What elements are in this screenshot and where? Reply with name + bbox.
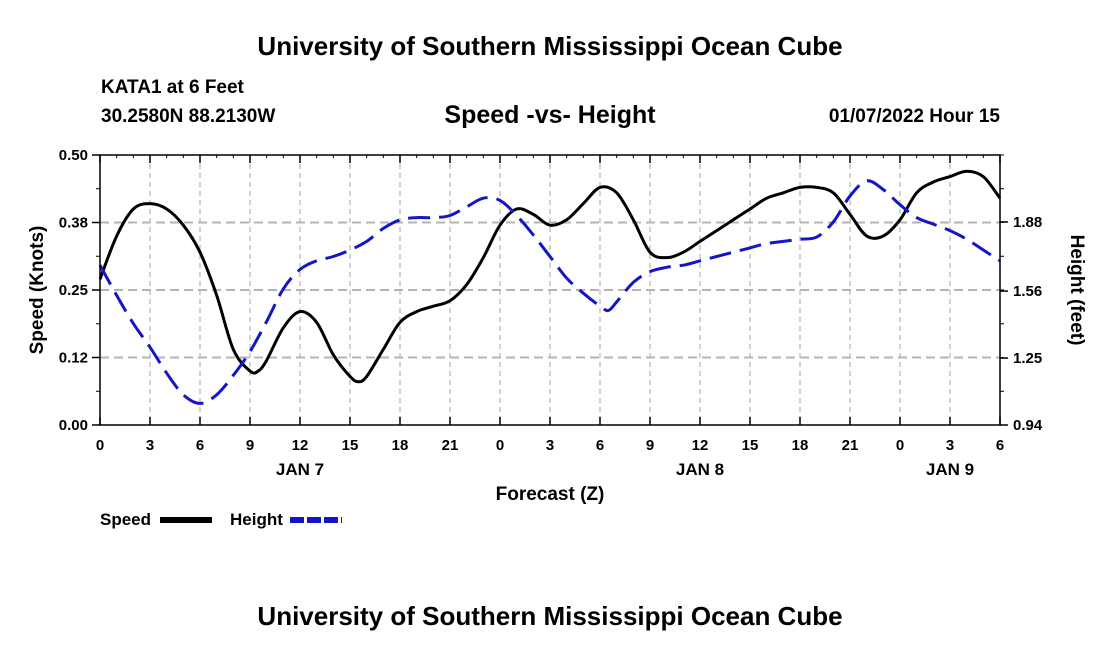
x-tick-label: 21 bbox=[442, 437, 459, 454]
day-label: JAN 8 bbox=[676, 460, 724, 479]
axes: 0 3 6 9 12 15 18 21 0 3 6 9 12 15 18 21 0 3 6 0.00 0.12 0.25 0… bbox=[59, 147, 1043, 479]
y-axis-right-title: Height (feet) bbox=[1066, 235, 1087, 346]
x-tick-label: 21 bbox=[842, 437, 859, 454]
x-tick-label: 0 bbox=[896, 437, 904, 454]
footer-title: University of Southern Mississippi Ocean… bbox=[257, 601, 843, 631]
x-tick-label: 15 bbox=[742, 437, 759, 454]
x-tick-label: 6 bbox=[196, 437, 204, 454]
x-tick-label: 12 bbox=[292, 437, 309, 454]
station-label: KATA1 at 6 Feet bbox=[101, 77, 244, 98]
y-right-tick-label: 1.25 bbox=[1013, 350, 1042, 367]
x-tick-label: 12 bbox=[692, 437, 709, 454]
x-tick-label: 15 bbox=[342, 437, 359, 454]
series-lines bbox=[98, 169, 1002, 405]
x-tick-label: 3 bbox=[146, 437, 154, 454]
x-tick-label: 9 bbox=[246, 437, 254, 454]
y-left-tick-label: 0.12 bbox=[59, 350, 88, 367]
y-right-tick-label: 0.94 bbox=[1013, 417, 1043, 434]
y-axis-left-title: Speed (Knots) bbox=[27, 226, 48, 355]
speed-line bbox=[98, 169, 1002, 384]
x-tick-label: 0 bbox=[496, 437, 504, 454]
station-coords: 30.2580N 88.2130W bbox=[101, 106, 276, 127]
y-left-tick-label: 0.25 bbox=[59, 282, 88, 299]
x-tick-label: 18 bbox=[792, 437, 809, 454]
x-tick-label: 3 bbox=[946, 437, 954, 454]
y-left-tick-label: 0.38 bbox=[59, 215, 88, 232]
day-label: JAN 7 bbox=[276, 460, 324, 479]
x-tick-label: 18 bbox=[392, 437, 409, 454]
day-label: JAN 9 bbox=[926, 460, 974, 479]
y-right-tick-label: 1.56 bbox=[1013, 283, 1042, 300]
legend: Speed Height bbox=[100, 510, 342, 529]
y-right-tick-label: 1.88 bbox=[1013, 214, 1042, 231]
legend-height-label: Height bbox=[230, 510, 283, 529]
y-left-tick-label: 0.50 bbox=[59, 147, 88, 164]
grid-lines bbox=[100, 155, 1000, 425]
x-tick-label: 6 bbox=[596, 437, 604, 454]
x-tick-label: 3 bbox=[546, 437, 554, 454]
forecast-timestamp: 01/07/2022 Hour 15 bbox=[828, 106, 1000, 127]
page-title: University of Southern Mississippi Ocean… bbox=[257, 31, 843, 61]
x-tick-label: 0 bbox=[96, 437, 104, 454]
x-axis-title: Forecast (Z) bbox=[496, 484, 605, 505]
height-line bbox=[98, 179, 1001, 405]
x-tick-label: 6 bbox=[996, 437, 1004, 454]
y-left-tick-label: 0.00 bbox=[59, 417, 88, 434]
x-tick-label: 9 bbox=[646, 437, 654, 454]
speed-height-chart: 0 3 6 9 12 15 18 21 0 3 6 9 12 15 18 21 0 3 6 0.00 0.12 0.25 0… bbox=[27, 147, 1087, 529]
legend-speed-label: Speed bbox=[100, 510, 151, 529]
chart-title: Speed -vs- Height bbox=[444, 101, 656, 129]
